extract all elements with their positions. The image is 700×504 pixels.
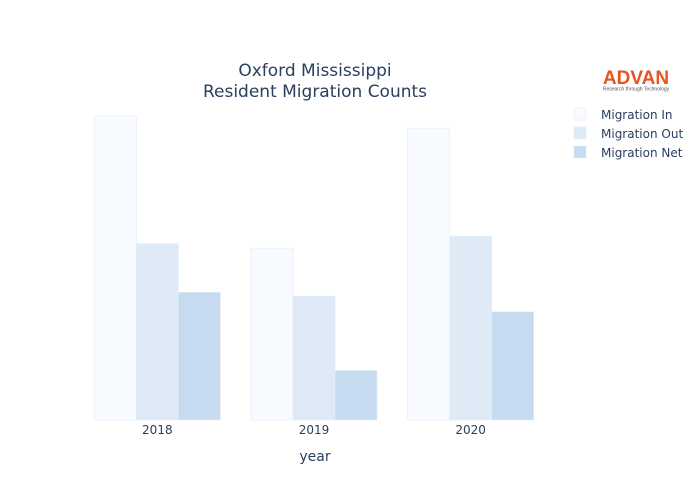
legend-item-migration-out[interactable]: Migration Out [573,126,683,141]
legend-swatch-migration-in [573,107,587,121]
legend-item-migration-in[interactable]: Migration In [573,107,673,122]
advan-logo: ADVAN Research through Technology [603,68,670,93]
chart-title-line-1: Oxford Mississippi [238,61,391,81]
bar-migration-net-2019 [334,370,378,421]
bar-migration-in-2019 [250,247,294,421]
legend-label-migration-net: Migration Net [601,146,683,160]
logo-tagline: Research through Technology [603,87,670,93]
bar-migration-in-2020 [407,127,450,421]
legend-swatch-migration-out [573,126,587,140]
bar-migration-in-2018 [94,115,137,421]
bar-migration-out-2018 [136,243,179,421]
x-tick-label-2020: 2020 [455,423,486,437]
legend-label-migration-out: Migration Out [601,127,683,141]
x-tick-label-2019: 2019 [299,423,330,437]
bar-migration-net-2020 [491,311,534,421]
legend-label-migration-in: Migration In [601,108,673,122]
legend-item-migration-net[interactable]: Migration Net [573,145,683,160]
bars [94,115,534,421]
x-tick-label-2018: 2018 [142,423,173,437]
logo-name: ADVAN [603,68,669,89]
bar-migration-out-2020 [449,235,492,421]
legend: Migration In Migration Out Migration Net [573,107,683,160]
x-axis-label: year [299,449,330,465]
bar-migration-out-2019 [292,295,336,421]
bar-migration-net-2018 [178,292,221,421]
legend-swatch-migration-net [573,145,587,159]
chart-title-line-2: Resident Migration Counts [203,82,427,102]
x-axis-ticks: 2018 2019 2020 [142,423,486,437]
